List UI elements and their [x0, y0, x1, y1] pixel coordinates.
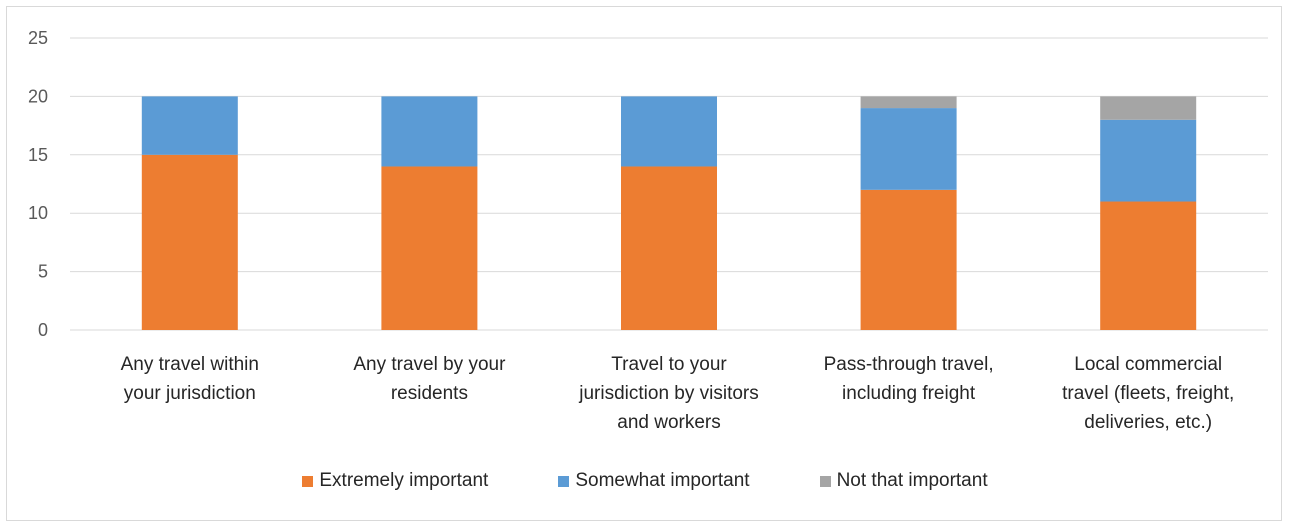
legend-label: Extremely important [319, 470, 489, 491]
legend: Extremely important Somewhat important N… [0, 466, 1290, 496]
x-category-label: Any travel by your residents [353, 354, 506, 404]
legend-swatch [302, 475, 314, 487]
legend-label: Somewhat important [575, 470, 750, 491]
y-tick-label: 0 [38, 320, 48, 340]
legend-item-not-that-important: Not that important [819, 470, 988, 492]
bar-segment-extremely-important [860, 189, 957, 330]
x-category-label: Travel to your jurisdiction by visitors an… [578, 354, 759, 433]
bar-segment-extremely-important [141, 154, 238, 330]
legend-swatch [819, 475, 831, 487]
y-tick-label: 10 [28, 203, 48, 223]
x-category-label: Pass-through travel, including freight [824, 354, 994, 404]
bar-segment-somewhat-important [1100, 119, 1197, 202]
bar-segment-somewhat-important [381, 96, 478, 167]
y-tick-label: 15 [28, 145, 48, 165]
bar-segment-extremely-important [621, 166, 717, 330]
x-category-label: Any travel within your jurisdiction [121, 354, 259, 404]
y-axis-ticks: 0 5 10 15 20 25 [28, 28, 48, 340]
legend-item-extremely-important: Extremely important [302, 470, 488, 492]
y-tick-label: 25 [28, 28, 48, 48]
bars [141, 96, 1197, 330]
stacked-bar-chart: 0 5 10 15 20 25 Any travel within your jurisdi… [28, 28, 1268, 433]
bar-segment-extremely-important [1100, 201, 1197, 330]
x-category-label: Local commercial travel (fleets, freight,… [1062, 354, 1234, 433]
x-axis-labels: Any travel within your jurisdiction Any tr… [121, 354, 1235, 433]
legend-item-somewhat-important: Somewhat important [558, 470, 750, 492]
bar-segment-somewhat-important [860, 108, 957, 190]
bar-segment-extremely-important [381, 166, 478, 330]
bar-segment-somewhat-important [621, 96, 717, 167]
bar-segment-not-that-important [1100, 96, 1197, 120]
legend-label: Not that important [836, 470, 988, 491]
y-tick-label: 20 [28, 86, 48, 106]
y-tick-label: 5 [38, 262, 48, 282]
bar-segment-not-that-important [860, 96, 957, 109]
bar-segment-somewhat-important [141, 96, 238, 155]
legend-swatch [558, 475, 570, 487]
